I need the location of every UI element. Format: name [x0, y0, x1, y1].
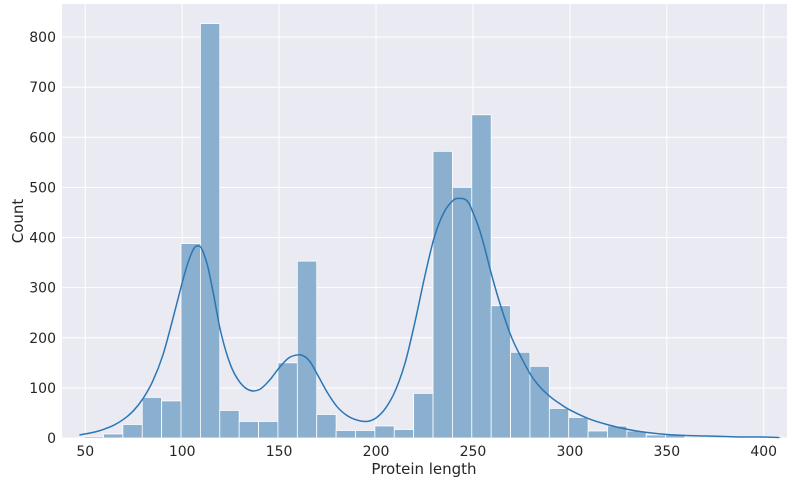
y-tick-label: 200: [29, 331, 56, 347]
histogram-bar: [568, 417, 589, 439]
x-tick-label: 200: [363, 444, 390, 460]
y-tick-label: 800: [29, 30, 56, 46]
histogram-bar: [161, 400, 182, 439]
histogram-bar: [704, 436, 725, 439]
histogram-bar: [238, 421, 259, 439]
histogram-bar: [83, 436, 104, 439]
x-tick-label: 350: [653, 444, 680, 460]
histogram-bar: [529, 365, 550, 439]
x-tick-label: 50: [76, 444, 94, 460]
histogram-bar: [180, 243, 201, 439]
kde-line: [79, 197, 780, 439]
histogram-bar: [219, 410, 240, 439]
histogram-bar: [355, 430, 376, 439]
y-tick-label: 700: [29, 80, 56, 96]
x-tick-label: 250: [460, 444, 487, 460]
y-tick-label: 100: [29, 381, 56, 397]
histogram-bar: [200, 23, 221, 439]
histogram-bar: [141, 397, 163, 439]
histogram-bar: [296, 260, 318, 439]
histogram-bar: [374, 425, 395, 439]
y-axis-title: Count: [9, 199, 27, 244]
plot-background: [62, 4, 787, 438]
x-tick-label: 150: [266, 444, 293, 460]
x-axis-title: Protein length: [371, 460, 476, 478]
histogram-bar: [393, 429, 415, 439]
histogram-bar: [258, 421, 279, 439]
histogram-bar: [684, 436, 705, 439]
y-tick-label: 400: [29, 231, 56, 247]
y-tick-label: 300: [29, 281, 56, 297]
histogram-bar: [103, 433, 124, 439]
histogram-bars: [83, 23, 783, 439]
histogram-bar: [432, 150, 453, 439]
histogram-bar: [277, 362, 298, 439]
x-tick-labels: 50 100 150 200 250 300 350 400: [76, 444, 777, 460]
histogram-bar: [452, 187, 473, 439]
histogram-bar: [587, 430, 608, 439]
histogram-bar: [413, 392, 434, 439]
y-tick-label: 600: [29, 130, 56, 146]
x-tick-label: 400: [750, 444, 777, 460]
x-tick-label: 300: [557, 444, 584, 460]
histogram-bar: [122, 424, 143, 439]
y-tick-label: 500: [29, 180, 56, 196]
histogram-bar: [471, 114, 492, 439]
histogram-bar: [510, 351, 531, 439]
histogram-bar: [548, 408, 570, 439]
histogram-bar: [645, 434, 667, 439]
x-tick-label: 100: [169, 444, 196, 460]
histogram-bar: [335, 430, 356, 439]
y-tick-labels: 0 100 200 300 400 500 600 700 800: [29, 30, 56, 447]
histogram-bar: [316, 414, 337, 439]
y-tick-label: 0: [47, 431, 56, 447]
